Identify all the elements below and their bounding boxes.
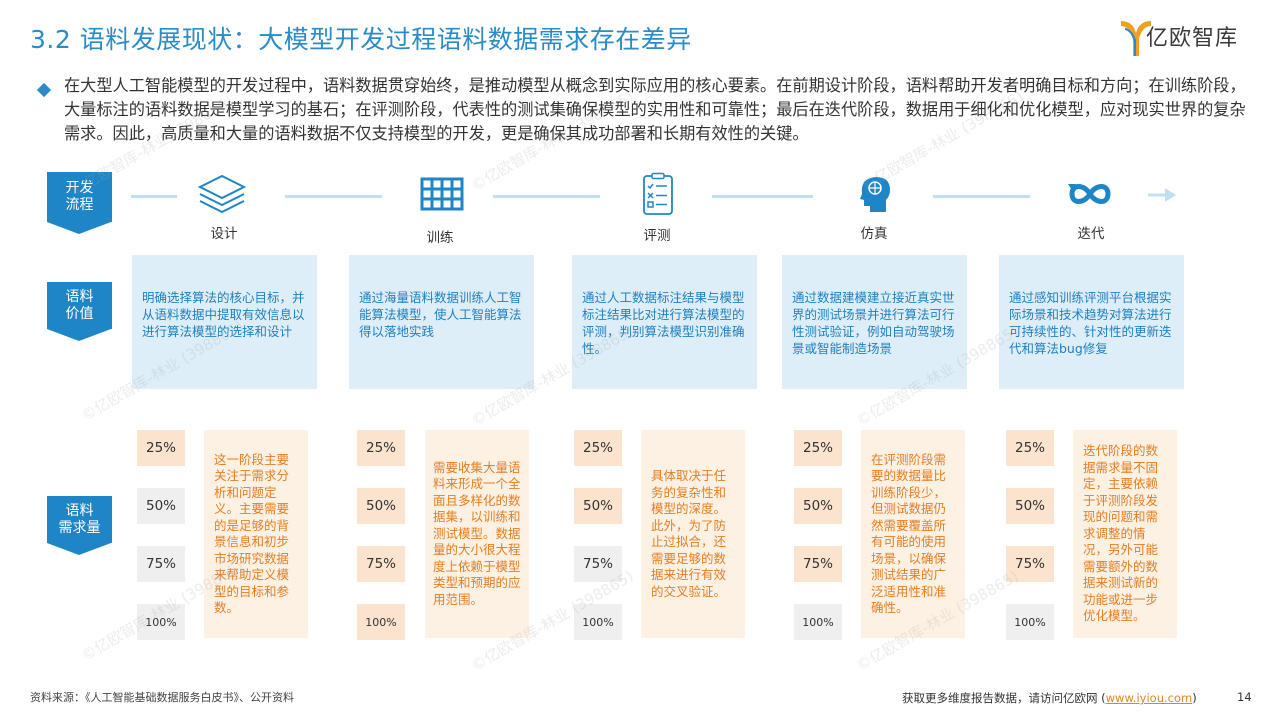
need-level-25-pct: 25%	[574, 430, 622, 466]
intro-paragraph: 在大型人工智能模型的开发过程中，语料数据贯穿始终，是推动模型从概念到实际应用的核…	[64, 76, 1246, 143]
brand-name: 亿欧智库	[1146, 26, 1239, 51]
yiou-logo-icon	[1121, 21, 1151, 56]
step-label-design: 设计	[210, 226, 238, 242]
flow-connector	[933, 195, 1030, 198]
need-level-100-pct: 100%	[1006, 604, 1054, 640]
need-level-75-pct: 75%	[1006, 546, 1054, 582]
grid-icon	[420, 177, 464, 211]
need-level-75-pct: 75%	[794, 546, 842, 582]
need-level-50-pct: 50%	[574, 488, 622, 524]
need-level-100-pct: 100%	[794, 604, 842, 640]
flow-connector	[493, 195, 600, 198]
flow-connector	[131, 195, 177, 198]
page-title: 3.2 语料发展现状：大模型开发过程语料数据需求存在差异	[30, 25, 692, 54]
value-box-train: 通过海量语料数据训练人工智能算法模型，使人工智能算法得以落地实践	[349, 255, 534, 389]
value-box-design: 明确选择算法的核心目标，并从语料数据中提取有效信息以进行算法模型的选择和设计	[132, 255, 317, 389]
row-label-value: 语料 价值	[47, 282, 112, 341]
need-level-100-pct: 100%	[574, 604, 622, 640]
footer-note: 获取更多维度报告数据，请访问亿欧网 (www.iyiou.com)	[902, 691, 1197, 705]
flow-connector	[712, 195, 813, 198]
brain-head-icon	[860, 177, 890, 212]
value-box-sim: 通过数据建模建立接近真实世界的测试场景并进行算法可行性测试验证，例如自动驾驶场景…	[782, 255, 967, 389]
flow-connector	[285, 195, 382, 198]
need-level-25-pct: 25%	[137, 430, 185, 466]
row-label-flow: 开发 流程	[47, 172, 112, 234]
value-box-eval: 通过人工数据标注结果与模型标注结果比对进行算法模型的评测，判别算法模型识别准确性…	[572, 255, 757, 389]
step-label-eval: 评测	[643, 228, 671, 244]
step-label-sim: 仿真	[860, 226, 888, 242]
need-box-eval: 具体取决于任务的复杂性和模型的深度。此外，为了防止过拟合，还需要足够的数据来进行…	[641, 430, 745, 638]
need-level-75-pct: 75%	[137, 546, 185, 582]
need-level-75-pct: 75%	[357, 546, 405, 582]
step-label-iter: 迭代	[1077, 226, 1105, 242]
need-level-25-pct: 25%	[1006, 430, 1054, 466]
checklist-icon	[643, 172, 673, 215]
layers-icon	[197, 174, 247, 214]
flow-arrow-icon	[1148, 188, 1176, 202]
diamond-bullet-icon	[36, 82, 52, 98]
need-level-100-pct: 100%	[137, 604, 185, 640]
need-level-100-pct: 100%	[357, 604, 405, 640]
need-level-25-pct: 25%	[794, 430, 842, 466]
need-box-iter: 迭代阶段的数据需求量不固定，主要依赖于评测阶段发现的问题和需求调整的情况，另外可…	[1073, 430, 1177, 638]
infinity-icon	[1068, 184, 1111, 204]
row-label-need: 语料 需求量	[47, 496, 112, 555]
need-box-sim: 在评测阶段需要的数据量比训练阶段少，但测试数据仍然需要覆盖所有可能的使用场景，以…	[861, 430, 965, 638]
page-number: 14	[1237, 690, 1252, 704]
need-level-25-pct: 25%	[357, 430, 405, 466]
footer-link[interactable]: www.iyiou.com	[1105, 691, 1193, 705]
source-note: 资料来源：《人工智能基础数据服务白皮书》、公开资料	[30, 691, 294, 704]
step-label-train: 训练	[426, 230, 454, 246]
need-box-design: 这一阶段主要关注于需求分析和问题定义。主要需要的是足够的背景信息和初步市场研究数…	[204, 430, 308, 638]
need-level-50-pct: 50%	[1006, 488, 1054, 524]
need-level-50-pct: 50%	[794, 488, 842, 524]
need-level-50-pct: 50%	[137, 488, 185, 524]
need-box-train: 需要收集大量语料来形成一个全面且多样化的数据集，以训练和测试模型。数据量的大小很…	[425, 430, 529, 638]
need-level-50-pct: 50%	[357, 488, 405, 524]
value-box-iter: 通过感知训练评测平台根据实际场景和技术趋势对算法进行可持续性的、针对性的更新迭代…	[999, 255, 1184, 389]
need-level-75-pct: 75%	[574, 546, 622, 582]
